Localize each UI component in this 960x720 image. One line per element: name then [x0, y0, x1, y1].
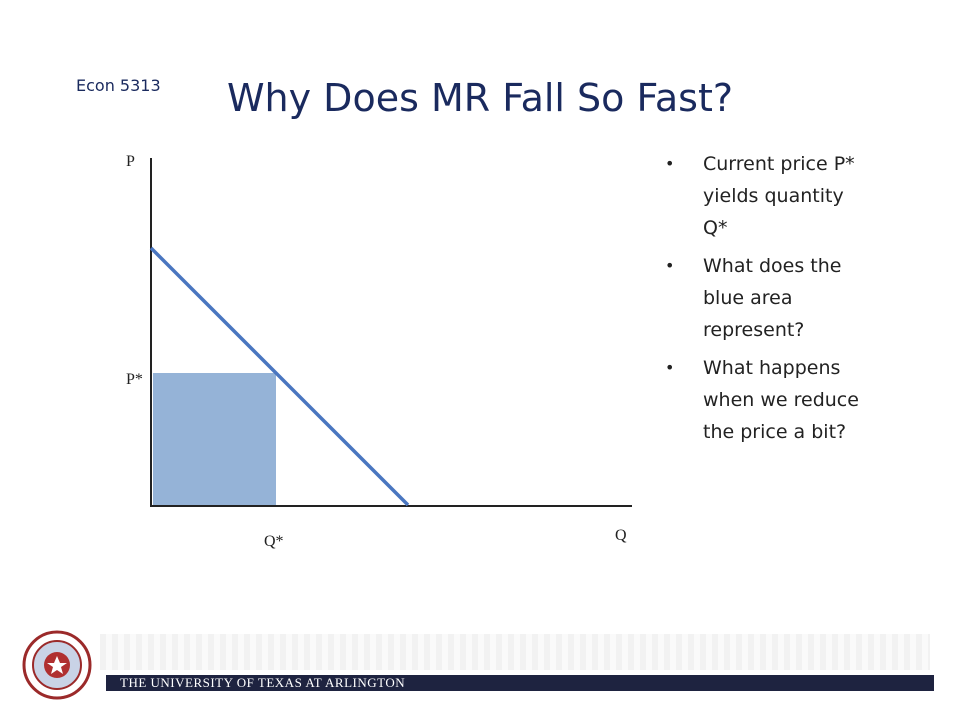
course-label: Econ 5313	[76, 76, 161, 95]
seal	[22, 630, 92, 700]
slide-title: Why Does MR Fall So Fast?	[226, 76, 734, 120]
institution-name: THE UNIVERSITY OF TEXAS AT ARLINGTON	[120, 675, 406, 690]
demand-curve	[149, 246, 410, 507]
price-label: P*	[126, 371, 143, 388]
bullet: What happens when we reduce the price a …	[665, 352, 865, 448]
footer-band	[100, 634, 930, 670]
bullet-list: Current price P* yields quantity Q* What…	[665, 148, 865, 454]
bullet: What does the blue area represent?	[665, 250, 865, 346]
x-axis-label: Q	[615, 527, 627, 544]
bullet: Current price P* yields quantity Q*	[665, 148, 865, 244]
quantity-label: Q*	[264, 533, 284, 550]
revenue-area	[153, 373, 276, 505]
y-axis-label: P	[126, 153, 135, 170]
footer-bar: THE UNIVERSITY OF TEXAS AT ARLINGTON	[106, 675, 934, 691]
